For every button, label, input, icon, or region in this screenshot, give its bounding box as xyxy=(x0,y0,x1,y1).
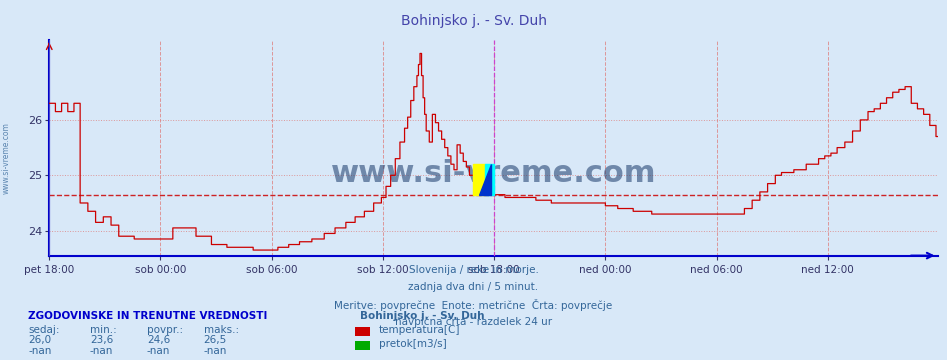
Text: 23,6: 23,6 xyxy=(90,335,114,345)
Text: -nan: -nan xyxy=(147,346,170,356)
Text: min.:: min.: xyxy=(90,325,116,335)
Text: 24,6: 24,6 xyxy=(147,335,170,345)
Text: -nan: -nan xyxy=(28,346,52,356)
Text: Bohinjsko j. - Sv. Duh: Bohinjsko j. - Sv. Duh xyxy=(360,311,484,321)
Polygon shape xyxy=(479,164,491,195)
Text: www.si-vreme.com: www.si-vreme.com xyxy=(331,159,656,188)
Text: www.si-vreme.com: www.si-vreme.com xyxy=(2,122,11,194)
Text: 26,0: 26,0 xyxy=(28,335,51,345)
Text: navpična črta - razdelek 24 ur: navpična črta - razdelek 24 ur xyxy=(395,316,552,327)
Text: pretok[m3/s]: pretok[m3/s] xyxy=(379,339,447,349)
Text: -nan: -nan xyxy=(90,346,114,356)
Text: maks.:: maks.: xyxy=(204,325,239,335)
Text: Bohinjsko j. - Sv. Duh: Bohinjsko j. - Sv. Duh xyxy=(401,14,546,28)
Text: temperatura[C]: temperatura[C] xyxy=(379,325,460,335)
Text: 26,5: 26,5 xyxy=(204,335,227,345)
Text: Slovenija / reke in morje.: Slovenija / reke in morje. xyxy=(408,265,539,275)
Text: zadnja dva dni / 5 minut.: zadnja dva dni / 5 minut. xyxy=(408,282,539,292)
Text: ZGODOVINSKE IN TRENUTNE VREDNOSTI: ZGODOVINSKE IN TRENUTNE VREDNOSTI xyxy=(28,311,268,321)
Text: sedaj:: sedaj: xyxy=(28,325,60,335)
Text: -nan: -nan xyxy=(204,346,227,356)
Text: povpr.:: povpr.: xyxy=(147,325,183,335)
Bar xyxy=(473,164,485,195)
Bar xyxy=(485,164,494,195)
Text: Meritve: povprečne  Enote: metrične  Črta: povprečje: Meritve: povprečne Enote: metrične Črta:… xyxy=(334,299,613,311)
